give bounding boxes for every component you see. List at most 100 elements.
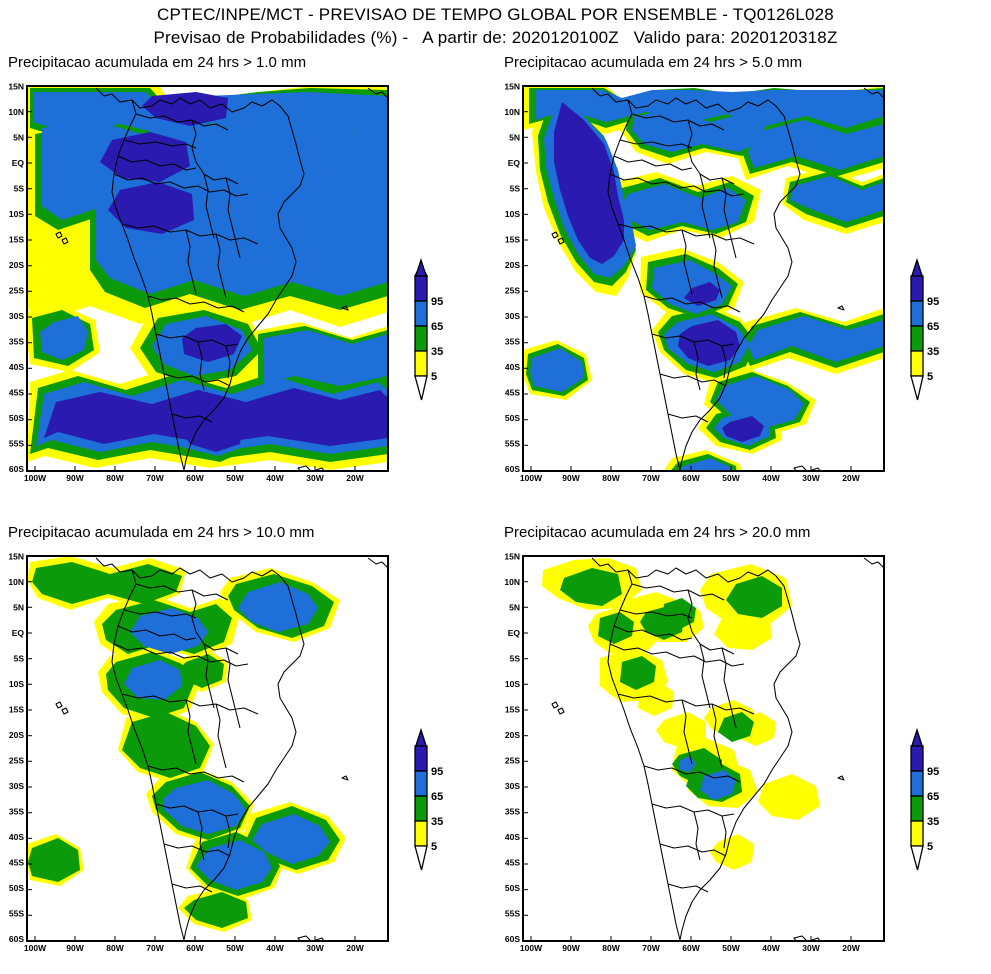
- svg-text:50W: 50W: [722, 473, 740, 483]
- svg-text:100W: 100W: [520, 943, 543, 953]
- panel-1-coastline: [55, 87, 388, 471]
- panel-1-frame: [26, 85, 389, 472]
- panel-2-x-axis: 100W 90W 80W 70W 60W 50W 40W 30W 20W: [520, 466, 861, 483]
- panel-2-colorbar[interactable]: 95 65 35 5: [901, 232, 961, 407]
- legend-label-5: 5: [431, 841, 437, 853]
- chart-header: CPTEC/INPE/MCT - PREVISAO DE TEMPO GLOBA…: [0, 0, 991, 49]
- legend-label-35: 35: [431, 346, 443, 358]
- svg-text:40S: 40S: [9, 362, 24, 372]
- panel-3-x-axis: 100W 90W 80W 70W 60W 50W 40W 30W 20W: [24, 936, 365, 953]
- svg-text:70W: 70W: [642, 943, 660, 953]
- svg-text:50W: 50W: [226, 473, 244, 483]
- svg-text:20S: 20S: [505, 730, 520, 740]
- svg-text:90W: 90W: [66, 473, 84, 483]
- svg-text:60S: 60S: [9, 934, 24, 944]
- svg-text:45S: 45S: [505, 388, 520, 398]
- svg-text:5S: 5S: [510, 184, 521, 194]
- panel-4-coastline: [551, 557, 884, 941]
- title-line-2: Previsao de Probabilidades (%) - A parti…: [153, 28, 838, 47]
- svg-text:5S: 5S: [14, 654, 25, 664]
- svg-text:EQ: EQ: [508, 158, 521, 168]
- svg-text:10S: 10S: [505, 679, 520, 689]
- svg-text:90W: 90W: [66, 943, 84, 953]
- panel-2-y-axis: 15N 10N 5N EQ 5S 10S 15S 20S 25S 30S 35S…: [504, 82, 528, 474]
- svg-text:EQ: EQ: [12, 158, 25, 168]
- svg-text:45S: 45S: [9, 858, 24, 868]
- svg-text:70W: 70W: [642, 473, 660, 483]
- svg-text:15N: 15N: [504, 82, 520, 92]
- svg-text:40W: 40W: [266, 943, 284, 953]
- panel-1-y-axis: 15N 10N 5N EQ 5S 10S 15S 20S 25S 30S 35S…: [8, 82, 32, 474]
- panel-4-colorbar[interactable]: 95 65 35 5: [901, 702, 961, 877]
- svg-text:40W: 40W: [266, 473, 284, 483]
- svg-text:30W: 30W: [306, 943, 324, 953]
- legend-label-35: 35: [927, 346, 939, 358]
- panel-1[interactable]: Precipitacao acumulada em 24 hrs > 1.0 m…: [0, 52, 495, 504]
- svg-text:80W: 80W: [106, 473, 124, 483]
- panel-3-colorbar[interactable]: 95 65 35 5: [405, 702, 465, 877]
- panel-3-frame: [26, 555, 389, 942]
- svg-text:5N: 5N: [13, 133, 24, 143]
- svg-text:30S: 30S: [9, 781, 24, 791]
- panel-1-map[interactable]: 15N 10N 5N EQ 5S 10S 15S 20S 25S 30S 35S…: [0, 82, 400, 502]
- svg-text:55S: 55S: [9, 909, 24, 919]
- svg-text:40S: 40S: [9, 832, 24, 842]
- panel-1-title: Precipitacao acumulada em 24 hrs > 1.0 m…: [8, 54, 307, 71]
- panel-1-contours: [27, 86, 388, 470]
- svg-text:30W: 30W: [802, 943, 820, 953]
- svg-text:15N: 15N: [504, 552, 520, 562]
- svg-text:50W: 50W: [722, 943, 740, 953]
- svg-text:20W: 20W: [346, 943, 364, 953]
- panel-1-x-axis: 100W 90W 80W 70W 60W 50W 40W 30W 20W: [24, 466, 365, 483]
- panel-3-title: Precipitacao acumulada em 24 hrs > 10.0 …: [8, 524, 315, 541]
- panel-3[interactable]: Precipitacao acumulada em 24 hrs > 10.0 …: [0, 522, 495, 974]
- svg-text:90W: 90W: [562, 473, 580, 483]
- panel-2[interactable]: Precipitacao acumulada em 24 hrs > 5.0 m…: [496, 52, 991, 504]
- svg-text:50W: 50W: [226, 943, 244, 953]
- svg-text:5S: 5S: [14, 184, 25, 194]
- legend-label-95: 95: [431, 766, 443, 778]
- svg-text:30S: 30S: [505, 781, 520, 791]
- svg-text:20S: 20S: [505, 260, 520, 270]
- legend-label-95: 95: [927, 766, 939, 778]
- panel-4-y-axis: 15N 10N 5N EQ 5S 10S 15S 20S 25S 30S 35S…: [504, 552, 528, 944]
- svg-text:15N: 15N: [8, 552, 24, 562]
- legend-label-65: 65: [927, 321, 939, 333]
- svg-text:35S: 35S: [9, 337, 24, 347]
- panel-4-map[interactable]: 15N 10N 5N EQ 5S 10S 15S 20S 25S 30S 35S…: [496, 552, 896, 972]
- svg-text:35S: 35S: [505, 337, 520, 347]
- svg-text:10S: 10S: [9, 209, 24, 219]
- svg-text:15S: 15S: [505, 705, 520, 715]
- legend-label-65: 65: [431, 791, 443, 803]
- svg-text:35S: 35S: [505, 807, 520, 817]
- panel-4-title: Precipitacao acumulada em 24 hrs > 20.0 …: [504, 524, 811, 541]
- legend-label-5: 5: [927, 841, 933, 853]
- svg-text:60S: 60S: [9, 464, 24, 474]
- svg-text:70W: 70W: [146, 473, 164, 483]
- panel-3-map[interactable]: 15N 10N 5N EQ 5S 10S 15S 20S 25S 30S 35S…: [0, 552, 400, 972]
- panel-1-colorbar[interactable]: 95 65 35 5: [405, 232, 465, 407]
- legend-label-35: 35: [927, 816, 939, 828]
- svg-text:40W: 40W: [762, 943, 780, 953]
- svg-text:EQ: EQ: [12, 628, 25, 638]
- svg-text:100W: 100W: [520, 473, 543, 483]
- panel-4[interactable]: Precipitacao acumulada em 24 hrs > 20.0 …: [496, 522, 991, 974]
- svg-text:35S: 35S: [9, 807, 24, 817]
- svg-text:90W: 90W: [562, 943, 580, 953]
- svg-text:50S: 50S: [9, 883, 24, 893]
- legend-label-65: 65: [927, 791, 939, 803]
- svg-text:15N: 15N: [8, 82, 24, 92]
- svg-text:100W: 100W: [24, 943, 47, 953]
- svg-text:50S: 50S: [505, 883, 520, 893]
- legend-label-95: 95: [431, 296, 443, 308]
- svg-text:45S: 45S: [9, 388, 24, 398]
- svg-text:25S: 25S: [505, 756, 520, 766]
- svg-text:30W: 30W: [802, 473, 820, 483]
- svg-text:20S: 20S: [9, 730, 24, 740]
- svg-text:80W: 80W: [602, 943, 620, 953]
- svg-text:10N: 10N: [8, 107, 24, 117]
- panel-2-map[interactable]: 15N 10N 5N EQ 5S 10S 15S 20S 25S 30S 35S…: [496, 82, 896, 502]
- svg-text:40S: 40S: [505, 832, 520, 842]
- panel-2-coastline: [551, 87, 884, 471]
- svg-text:55S: 55S: [9, 439, 24, 449]
